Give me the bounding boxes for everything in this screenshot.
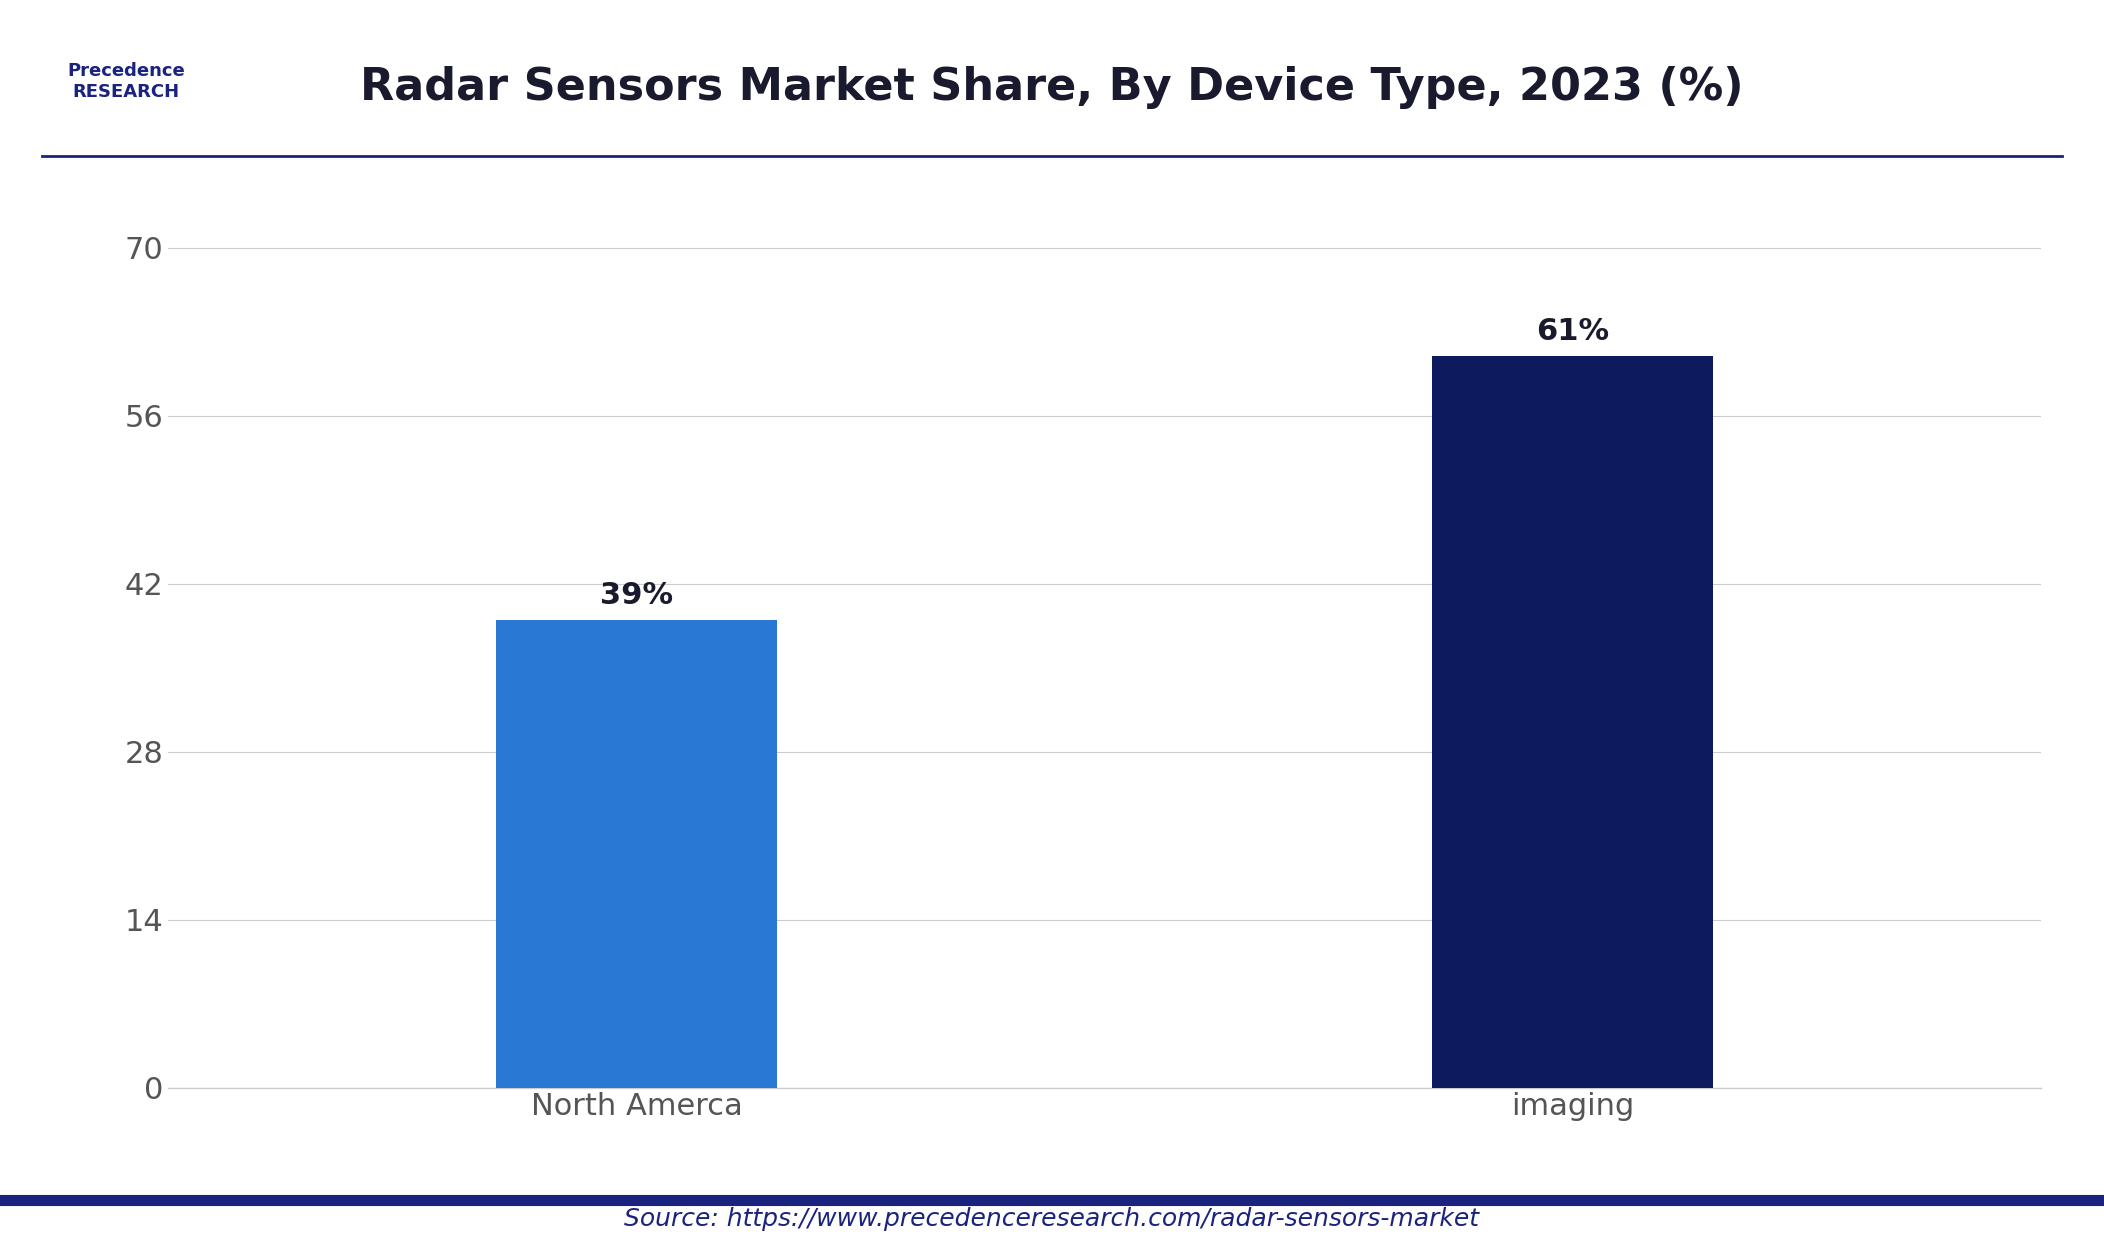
Text: Precedence
RESEARCH: Precedence RESEARCH	[67, 61, 185, 101]
Text: 39%: 39%	[600, 581, 673, 610]
Text: Radar Sensors Market Share, By Device Type, 2023 (%): Radar Sensors Market Share, By Device Ty…	[360, 66, 1744, 109]
Text: 61%: 61%	[1536, 318, 1610, 346]
Bar	[497, 620, 776, 1088]
Text: Source: https://www.precedenceresearch.com/radar-sensors-market: Source: https://www.precedenceresearch.c…	[625, 1206, 1479, 1231]
Bar	[1433, 355, 1713, 1088]
